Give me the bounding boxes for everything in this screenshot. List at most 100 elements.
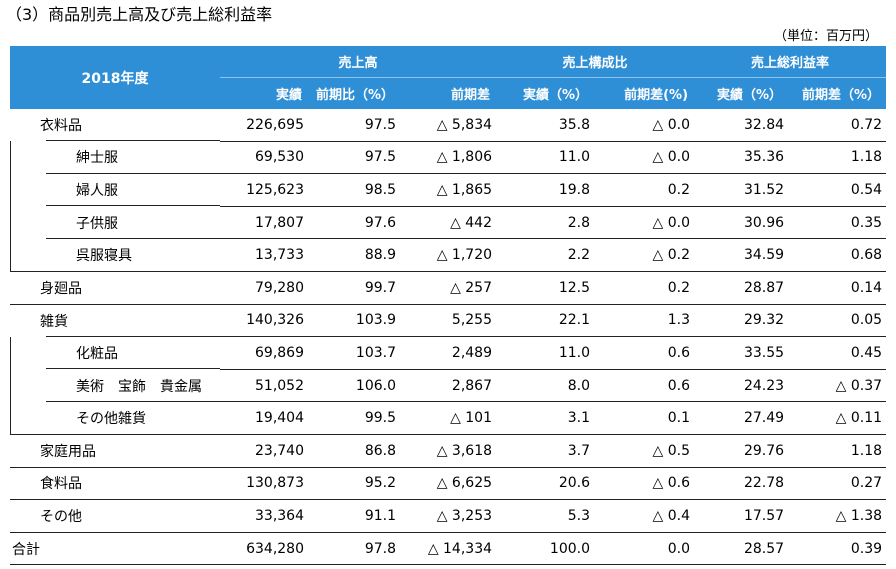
table-row: 衣料品 226,695 97.5 △ 5,834 35.8 △ 0.0 32.84 0.72 (10, 109, 887, 142)
table-row: 美術 宝飾 貴金属 51,052 106.0 2,867 8.0 0.6 24.23 △ 0.… (10, 369, 887, 403)
page-title: （3）商品別売上高及び売上総利益率 (6, 5, 273, 24)
table-cell: 33,364 (220, 499, 308, 533)
table-cell: 97.8 (308, 532, 400, 566)
table-cell: 31.52 (694, 173, 789, 207)
table-cell: 0.14 (788, 271, 887, 305)
table-cell: △ 0.4 (594, 499, 695, 533)
table-cell: 86.8 (308, 434, 400, 468)
table-cell: 24.23 (694, 369, 789, 403)
table-cell: 0.1 (594, 401, 695, 435)
table-cell: 28.57 (694, 532, 789, 566)
table-cell: 35.8 (496, 109, 595, 142)
table-cell: △ 6,625 (400, 467, 497, 501)
table-cell: 19.8 (496, 173, 595, 207)
table-cell: 3.7 (496, 434, 595, 468)
table-cell: 0.35 (788, 206, 887, 240)
table-cell: 99.7 (308, 271, 400, 305)
table-cell: △ 0.11 (788, 401, 887, 435)
table-cell: △ 0.0 (594, 206, 695, 240)
table-cell: 35.36 (694, 141, 789, 175)
table-cell: 8.0 (496, 369, 595, 403)
table-cell: △ 257 (400, 271, 497, 305)
table-row: 化粧品 69,869 103.7 2,489 11.0 0.6 33.55 0.45 (10, 336, 887, 370)
table-cell: 0.27 (788, 467, 887, 501)
table-cell: △ 1.38 (788, 499, 887, 533)
table-cell: 69,530 (220, 141, 308, 175)
table-row: 雑貨 140,326 103.9 5,255 22.1 1.3 29.32 0.05 (10, 304, 887, 338)
table-cell: 106.0 (308, 369, 400, 403)
table-cell: 13,733 (220, 238, 308, 272)
table-cell: 99.5 (308, 401, 400, 435)
table-cell: △ 442 (400, 206, 497, 240)
table-header: 2018年度 売上高 売上構成比 売上総利益率 実績 前期比（%） 前期差 実績… (10, 46, 887, 109)
table-cell: 12.5 (496, 271, 595, 305)
col-header: 前期差(%) (594, 77, 695, 109)
row-label: 化粧品 (10, 336, 220, 370)
table-cell: 22.78 (694, 467, 789, 501)
year-header: 2018年度 (10, 46, 220, 109)
table-cell: △ 0.0 (594, 109, 695, 142)
table-cell: 29.32 (694, 304, 789, 338)
table-cell: 0.39 (788, 532, 887, 566)
row-label: 家庭用品 (10, 434, 220, 468)
table-cell: 2.2 (496, 238, 595, 272)
table-cell: 29.76 (694, 434, 789, 468)
table-cell: △ 3,618 (400, 434, 497, 468)
table-cell: 23,740 (220, 434, 308, 468)
table-cell: 11.0 (496, 141, 595, 175)
table-cell: 97.5 (308, 141, 400, 175)
table-cell: 0.68 (788, 238, 887, 272)
table-row: 身廻品 79,280 99.7 △ 257 12.5 0.2 28.87 0.14 (10, 271, 887, 305)
row-label: 食料品 (10, 467, 220, 501)
table-cell: △ 3,253 (400, 499, 497, 533)
sales-table: 2018年度 売上高 売上構成比 売上総利益率 実績 前期比（%） 前期差 実績… (10, 46, 887, 566)
row-label: 雑貨 (10, 304, 220, 337)
col-header: 前期差 (400, 77, 497, 109)
table-cell: △ 1,806 (400, 141, 497, 175)
table-cell: 30.96 (694, 206, 789, 240)
table-cell: 1.3 (594, 304, 695, 338)
table-cell: 0.54 (788, 173, 887, 207)
table-cell: 22.1 (496, 304, 595, 338)
table-cell: 130,873 (220, 467, 308, 501)
col-header: 実績 (220, 77, 308, 109)
row-label: その他雑貨 (10, 401, 220, 435)
table-cell: △ 0.2 (594, 238, 695, 272)
table-cell: △ 14,334 (400, 532, 497, 566)
row-label: 衣料品 (10, 109, 220, 142)
table-cell: 0.72 (788, 109, 887, 142)
row-label: 呉服寝具 (10, 238, 220, 272)
table-cell: 97.6 (308, 206, 400, 240)
table-cell: 11.0 (496, 336, 595, 370)
table-cell: 3.1 (496, 401, 595, 435)
table-row: 家庭用品 23,740 86.8 △ 3,618 3.7 △ 0.5 29.76 1.18 (10, 434, 887, 468)
table-cell: 2,867 (400, 369, 497, 403)
table-cell: △ 5,834 (400, 109, 497, 142)
group-header-sales: 売上高 (220, 46, 497, 78)
table-cell: 33.55 (694, 336, 789, 370)
table-row: その他 33,364 91.1 △ 3,253 5.3 △ 0.4 17.57 △ 1.38 (10, 499, 887, 533)
row-label: 子供服 (10, 206, 220, 239)
table-cell: 226,695 (220, 109, 308, 142)
table-cell: 100.0 (496, 532, 595, 566)
table-cell: 91.1 (308, 499, 400, 533)
row-label: 婦人服 (10, 173, 220, 207)
table-cell: 140,326 (220, 304, 308, 338)
table-row: 合計 634,280 97.8 △ 14,334 100.0 0.0 28.57 0.39 (10, 532, 887, 566)
table-cell: 51,052 (220, 369, 308, 403)
table-cell: 1.18 (788, 141, 887, 175)
table-cell: △ 101 (400, 401, 497, 435)
row-label: その他 (10, 499, 220, 533)
table-cell: 97.5 (308, 109, 400, 142)
table-cell: △ 0.37 (788, 369, 887, 403)
table-cell: 2,489 (400, 336, 497, 370)
table-cell: 0.0 (594, 532, 695, 566)
table-cell: △ 1,720 (400, 238, 497, 272)
table-cell: △ 1,865 (400, 173, 497, 207)
table-cell: 17,807 (220, 206, 308, 240)
table-cell: 0.6 (594, 369, 695, 403)
col-header: 前期差（%） (788, 77, 887, 109)
table-cell: 88.9 (308, 238, 400, 272)
table-body: 衣料品 226,695 97.5 △ 5,834 35.8 △ 0.0 32.84 0.72 紳… (10, 109, 887, 566)
table-cell: 79,280 (220, 271, 308, 305)
